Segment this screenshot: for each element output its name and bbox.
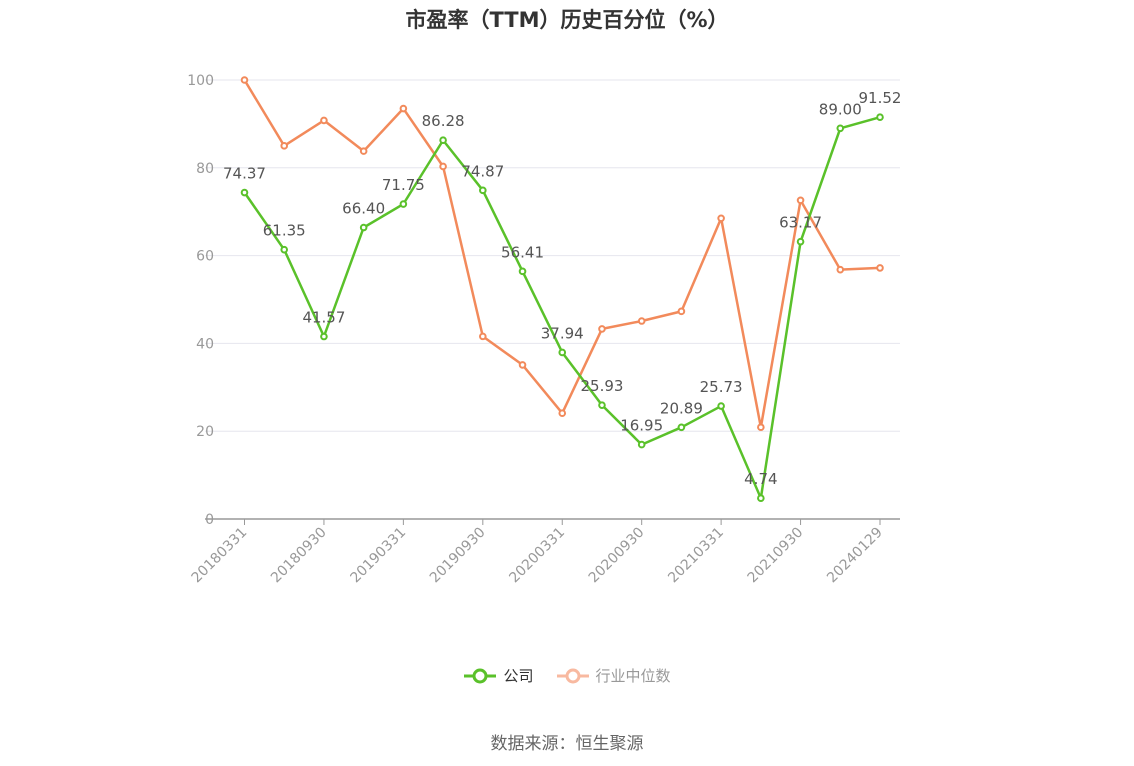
- data-point-company: [876, 113, 884, 122]
- series-line-industry: [243, 79, 881, 429]
- x-tick-label: 20210930: [745, 525, 807, 587]
- data-point-company: [359, 223, 368, 232]
- y-tick-label: 40: [196, 336, 214, 352]
- data-label-company: 91.52: [859, 89, 902, 107]
- data-point-industry: [876, 264, 884, 272]
- data-label-company: 74.37: [223, 165, 266, 183]
- data-label-company: 56.41: [501, 243, 544, 261]
- data-label-company: 16.95: [620, 417, 663, 435]
- data-point-industry: [280, 142, 289, 150]
- data-point-industry: [836, 265, 845, 274]
- data-label-company: 89.00: [819, 100, 862, 118]
- data-point-industry: [399, 104, 408, 113]
- data-label-layer: 74.37 61.35 41.57 66.40 71.75 86.28 74.87 56.41…: [223, 89, 901, 488]
- y-tick-label: 0: [205, 512, 214, 528]
- data-point-company: [558, 348, 567, 357]
- x-tick-label: 20200331: [506, 525, 568, 587]
- legend-company-label: 公司: [503, 667, 534, 685]
- data-label-company: 86.28: [422, 112, 465, 130]
- data-point-company: [836, 124, 845, 133]
- data-point-industry: [717, 214, 725, 223]
- data-label-company: 74.87: [461, 162, 504, 180]
- data-point-company: [240, 188, 249, 197]
- legend: 公司 行业中位数: [0, 665, 1134, 686]
- grid-layer: [205, 79, 900, 432]
- legend-item-industry[interactable]: 行业中位数: [556, 665, 671, 686]
- data-point-industry: [637, 317, 646, 325]
- data-label-company: 61.35: [263, 222, 306, 240]
- y-tick-label: 80: [196, 161, 214, 177]
- data-label-company: 20.89: [660, 399, 703, 417]
- series-layer: [240, 76, 884, 502]
- data-point-company: [717, 402, 725, 410]
- data-point-industry: [320, 116, 328, 125]
- data-point-industry: [359, 147, 368, 155]
- x-tick-label: 20190331: [347, 525, 409, 587]
- x-tick-label: 20200930: [586, 525, 648, 587]
- data-label-company: 66.40: [342, 200, 385, 218]
- data-point-industry: [757, 423, 765, 432]
- data-label-company: 63.17: [779, 214, 822, 232]
- data-point-industry: [439, 162, 447, 171]
- legend-industry-label: 行业中位数: [595, 667, 671, 685]
- data-point-industry: [240, 76, 249, 84]
- chart-title: 市盈率（TTM）历史百分位（%）: [405, 8, 729, 32]
- x-tick-label: 20210331: [665, 525, 727, 587]
- y-tick-label: 60: [196, 249, 214, 265]
- data-point-company: [399, 200, 408, 208]
- data-point-company: [479, 186, 487, 195]
- data-label-company: 37.94: [541, 324, 584, 342]
- data-point-company: [320, 332, 328, 341]
- data-point-company: [280, 245, 289, 254]
- data-point-industry: [518, 361, 527, 369]
- data-point-company: [518, 267, 527, 276]
- data-point-company: [637, 440, 646, 449]
- data-label-company: 25.73: [700, 378, 743, 396]
- data-label-company: 71.75: [382, 176, 425, 194]
- legend-item-company[interactable]: 公司: [463, 665, 534, 686]
- x-tick-label: 20180331: [189, 525, 251, 587]
- data-point-company: [598, 401, 606, 409]
- y-tick-label: 100: [187, 73, 214, 89]
- data-point-industry: [796, 196, 805, 205]
- data-label-company: 25.93: [580, 377, 623, 395]
- data-source-note: 数据来源：恒生聚源: [490, 734, 644, 754]
- data-point-company: [439, 136, 447, 145]
- data-point-industry: [558, 409, 567, 418]
- data-point-industry: [598, 325, 606, 333]
- data-point-company: [757, 494, 765, 502]
- x-tick-label: 20180930: [268, 525, 330, 587]
- x-tick-label: 20190930: [427, 525, 489, 587]
- data-point-industry: [677, 307, 686, 316]
- data-point-company: [796, 237, 805, 246]
- data-label-company: 41.57: [302, 309, 345, 327]
- data-point-industry: [479, 332, 487, 341]
- data-label-company: 4.74: [744, 470, 777, 488]
- legend-company-line-icon: [464, 668, 497, 683]
- data-point-company: [677, 423, 686, 432]
- legend-industry-line-icon: [556, 668, 589, 683]
- y-tick-label: 20: [196, 424, 214, 440]
- x-tick-label: 20240129: [824, 525, 886, 587]
